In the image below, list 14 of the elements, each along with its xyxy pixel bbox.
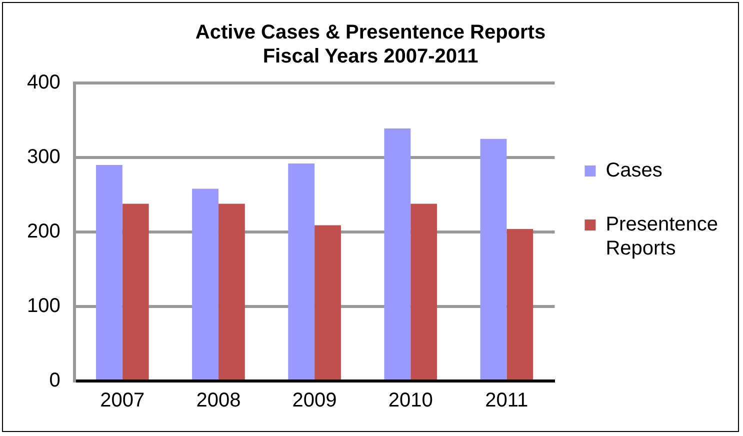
x-tick-label: 2007 [100,390,145,412]
legend-label: Cases [606,160,662,182]
y-tick-label: 100 [26,295,60,318]
x-tick-label: 2009 [292,390,337,412]
y-tick-label: 400 [26,72,60,94]
text: Fiscal Years 2007-2011 [262,46,478,68]
x-tick-label: 2008 [196,390,241,412]
y-tick-label: 200 [26,220,60,243]
y-tick-label: 0 [49,370,60,392]
x-tick-label: 2010 [388,390,433,412]
x-tick-label: 2011 [485,390,528,412]
text: Active Cases & Presentence Reports [195,22,546,44]
y-tick-label: 300 [26,146,60,168]
legend-label: Presentence Reports [606,214,718,260]
